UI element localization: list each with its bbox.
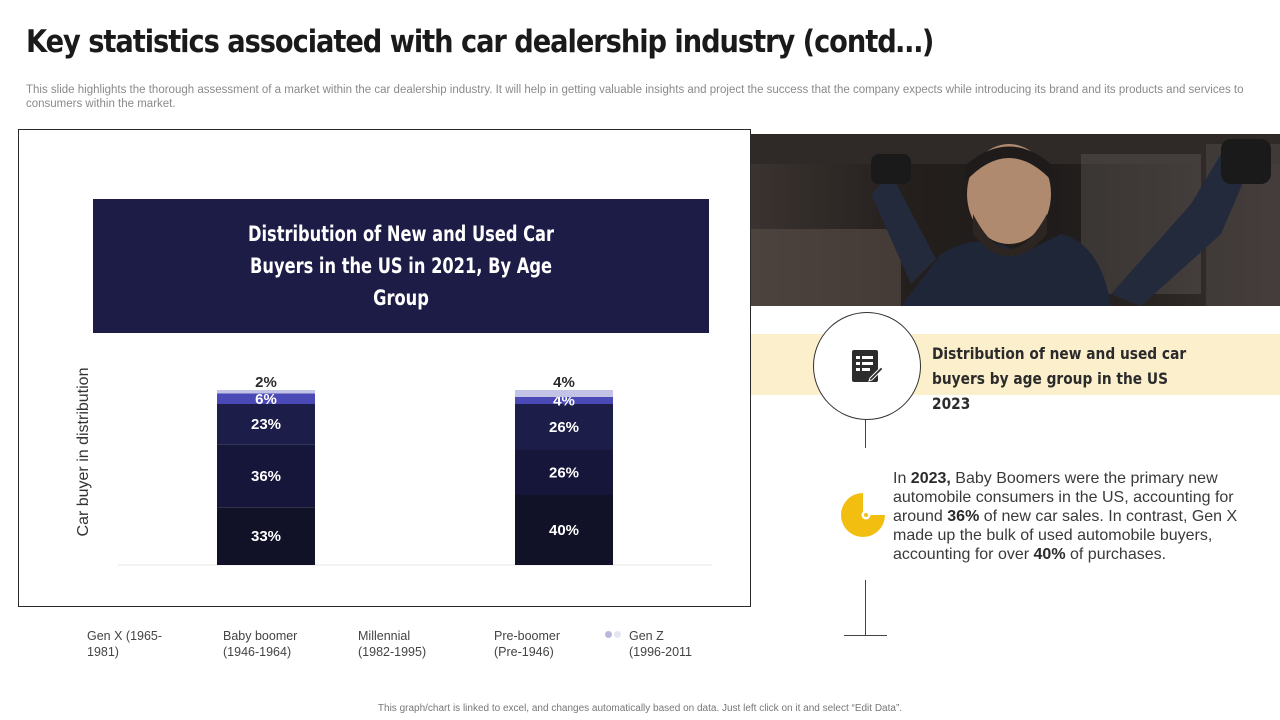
data-label: 40% [549,522,579,539]
data-label: 36% [251,468,281,485]
mechanic-photo [751,134,1280,306]
legend-label: Gen Z [629,629,664,643]
bar-segment [515,397,613,404]
legend-label: 1981) [87,645,119,659]
bar-segment [515,404,613,450]
data-label: 26% [549,464,579,481]
insight-paragraph: In 2023, Baby Boomers were the primary n… [893,469,1253,564]
banner-heading: Distribution of new and used car buyers … [932,344,1187,413]
highlight-percent: 36% [947,508,980,525]
legend-label: Gen X (1965- [87,629,163,643]
highlight-year: 2023, [910,470,951,487]
bar-segment [217,390,315,394]
data-label: 6% [255,391,277,408]
legend-label: Millennial [358,629,411,643]
report-checklist-icon [852,350,884,382]
connector-line [865,580,866,635]
legend-marker-dot [605,631,612,638]
bar-segment [217,507,315,565]
legend-label: Baby boomer [223,629,298,643]
bar-segment [217,444,315,508]
legend-label: (1996-2011 [629,645,693,659]
legend-item-gen-z: Gen Z (1996-2011 [629,628,692,660]
page-title: Key statistics associated with car deale… [26,24,934,60]
legend-item-gen-x: Gen X (1965- 1981) [87,628,162,660]
legend-label: (1982-1995) [358,645,427,659]
data-label: 2% [255,374,277,391]
legend-item-baby-boomer: Baby boomer (1946-1964) [223,628,297,660]
highlight-percent: 40% [1033,546,1066,563]
text-run: of new car sales. In contrast, Gen X mad… [893,508,1238,563]
chart-title: Distribution of New and Used Car Buyers … [247,222,555,310]
data-label: 23% [251,416,281,433]
footnote: This graph/chart is linked to excel, and… [377,703,903,714]
bar-segment [515,495,613,565]
bar-segment [217,404,315,445]
bar-segment [515,390,613,397]
data-label: 33% [251,528,281,545]
legend-label: (Pre-1946) [494,645,554,659]
data-label: 4% [553,374,575,391]
chart-title-banner: Distribution of New and Used Car Buyers … [93,199,709,333]
chart-panel[interactable]: Distribution of New and Used Car Buyers … [18,129,751,607]
legend-marker-dot [614,631,621,638]
connector-line [865,418,866,448]
legend-label: Pre-boomer [494,629,560,643]
text-run: In [893,470,911,487]
text-run: Baby Boomers were the primary new automo… [893,470,1234,525]
pie-chart-icon [841,491,887,537]
legend-item-pre-boomer: Pre-boomer (Pre-1946) [494,628,560,660]
data-label: 26% [549,419,579,436]
legend-label: (1946-1964) [223,645,292,659]
text-run: of purchases. [1065,546,1167,563]
mechanic-illustration [751,134,1280,306]
bar-segment [217,393,315,404]
bar-segment [515,449,613,495]
legend-item-millennial: Millennial (1982-1995) [358,628,426,660]
icon-circle [813,312,921,420]
connector-base [844,635,887,636]
page-subtitle: This slide highlights the thorough asses… [26,84,1244,110]
